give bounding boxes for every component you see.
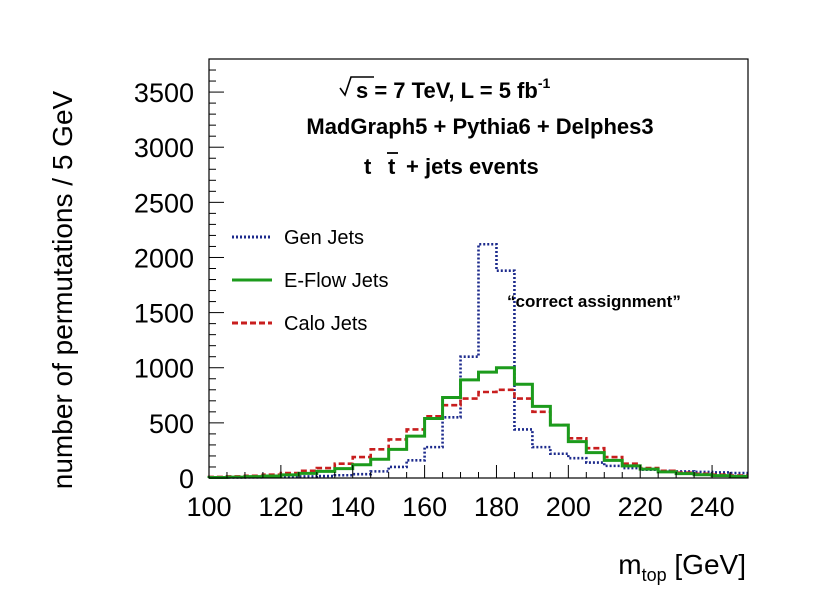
legend-label-eflow-jets: E-Flow Jets	[284, 270, 388, 292]
header-generator-chain: MadGraph5 + Pythia6 + Delphes3	[306, 114, 653, 139]
x-axis-title-unit: [GeV]	[674, 549, 746, 580]
y-tick-label: 2500	[134, 188, 194, 218]
x-tick-label: 120	[258, 492, 303, 522]
legend-label-calo-jets: Calo Jets	[284, 313, 367, 335]
legend-label-gen-jets: Gen Jets	[284, 227, 364, 249]
header-tbar: t	[388, 154, 396, 179]
correct-assignment-annotation: “correct assignment”	[507, 292, 681, 311]
header-t: t	[364, 154, 372, 179]
y-tick-label: 2000	[134, 243, 194, 273]
header-events: + jets events	[406, 154, 539, 179]
x-tick-label: 240	[690, 492, 735, 522]
axis-tick-labels: 100 120 140 160 180 200 220 240 0 500 1000 1500 2000…	[134, 78, 735, 522]
axis-ticks	[208, 58, 749, 479]
x-tick-label: 200	[546, 492, 591, 522]
x-axis-title-subscript: top	[642, 565, 667, 585]
x-tick-label: 100	[186, 492, 231, 522]
x-tick-label: 140	[330, 492, 375, 522]
series-e-flow-jets	[207, 366, 748, 479]
x-axis-title-symbol: m	[618, 549, 641, 580]
header-line3: t t + jets events	[364, 152, 539, 179]
y-axis-title: number of permutations / 5 GeV	[47, 90, 78, 489]
y-tick-label: 3000	[134, 133, 194, 163]
header-energy-lumi: s = 7 TeV, L = 5 fb-1	[356, 75, 550, 103]
header-line1-text: s = 7 TeV, L = 5 fb	[356, 78, 538, 103]
x-tick-label: 220	[618, 492, 663, 522]
y-tick-label: 1000	[134, 354, 194, 384]
x-tick-label: 160	[402, 492, 447, 522]
x-tick-label: 180	[474, 492, 519, 522]
y-tick-label: 500	[149, 409, 194, 439]
x-axis-title: mtop [GeV]	[618, 549, 746, 585]
header-line1: s = 7 TeV, L = 5 fb-1	[339, 75, 550, 103]
y-tick-label: 0	[179, 464, 194, 494]
legend: Gen Jets E-Flow Jets Calo Jets	[232, 227, 388, 335]
y-tick-label: 3500	[134, 78, 194, 108]
y-tick-label: 1500	[134, 299, 194, 329]
series-calo-jets	[207, 388, 748, 479]
header-line1-superscript: -1	[538, 75, 551, 91]
x-axis-title-space	[667, 549, 675, 580]
sqrt-sign-icon	[339, 76, 374, 97]
